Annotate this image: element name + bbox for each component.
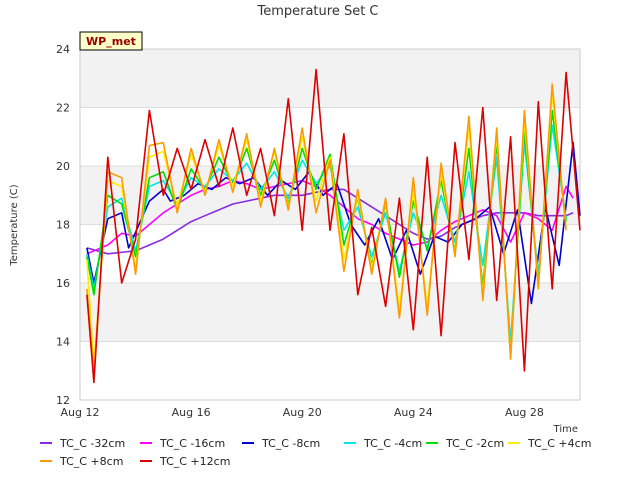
y-tick-label: 24 (56, 43, 70, 56)
y-tick-label: 12 (56, 394, 70, 407)
legend-item: TC_C +8cm (40, 455, 123, 468)
legend-label: TC_C -2cm (445, 437, 504, 450)
plot-band (80, 49, 580, 108)
y-tick-labels: 12 14 16 18 20 22 24 (56, 43, 70, 407)
x-tick-label: Aug 28 (505, 406, 544, 419)
legend-item: TC_C +12cm (140, 455, 230, 468)
legend-item: TC_C +4cm (508, 437, 591, 450)
station-annotation: WP_met (79, 31, 143, 51)
chart-title: Temperature Set C (256, 4, 378, 19)
y-tick-label: 14 (56, 336, 70, 349)
x-tick-label: Aug 16 (172, 406, 211, 419)
legend-label: TC_C -4cm (363, 437, 422, 450)
series-lines (86, 68, 581, 384)
legend-label: TC_C -8cm (261, 437, 320, 450)
legend-label: TC_C -32cm (59, 437, 125, 450)
y-tick-label: 16 (56, 277, 70, 290)
y-tick-label: 18 (56, 219, 70, 232)
legend: TC_C -32cm TC_C -16cm TC_C -8cm TC_C -4cm TC… (40, 437, 591, 468)
y-axis-title: Temperature (C) (9, 184, 20, 266)
y-tick-label: 22 (56, 102, 70, 115)
series-line (86, 83, 567, 375)
x-axis-title: Time (553, 424, 578, 435)
legend-item: TC_C -32cm (40, 437, 125, 450)
series-line (86, 68, 581, 384)
annotation-box (79, 31, 143, 51)
x-tick-label: Aug 24 (394, 406, 433, 419)
legend-label: TC_C -16cm (159, 437, 225, 450)
x-tick-label: Aug 20 (283, 406, 322, 419)
legend-label: TC_C +4cm (527, 437, 591, 450)
annotation-text: WP_met (86, 35, 136, 48)
legend-label: TC_C +12cm (159, 455, 230, 468)
x-tick-labels: Aug 12 Aug 16 Aug 20 Aug 24 Aug 28 (61, 406, 544, 419)
x-tick-label: Aug 12 (61, 406, 100, 419)
y-tick-label: 20 (56, 160, 70, 173)
legend-item: TC_C -2cm (426, 437, 504, 450)
legend-item: TC_C -8cm (242, 437, 320, 450)
legend-label: TC_C +8cm (59, 455, 123, 468)
legend-item: TC_C -4cm (344, 437, 422, 450)
plot-band (80, 283, 580, 342)
legend-item: TC_C -16cm (140, 437, 225, 450)
